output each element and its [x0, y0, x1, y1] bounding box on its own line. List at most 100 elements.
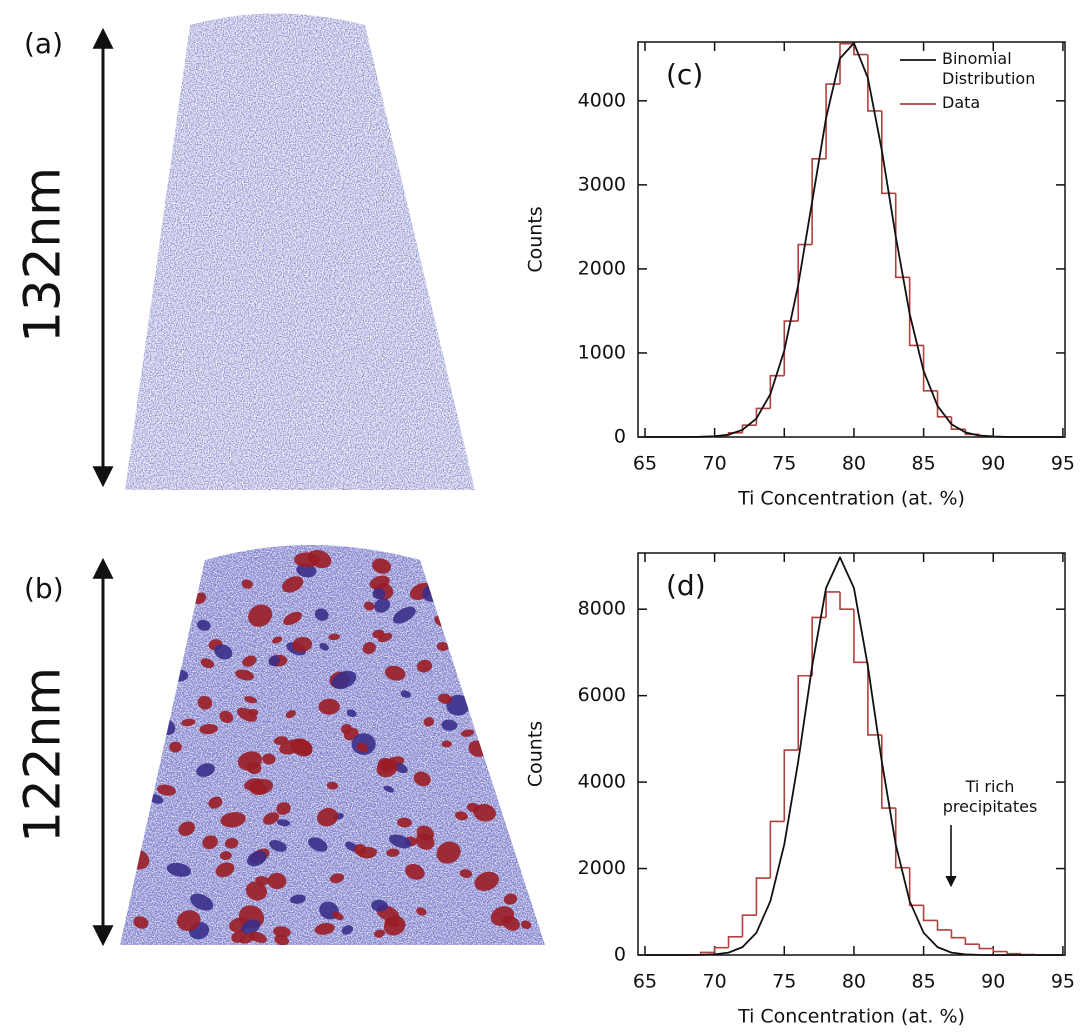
- precipitate: [372, 558, 392, 574]
- histogram-step: [950, 929, 966, 939]
- precipitate: [392, 606, 416, 624]
- histogram-step: [936, 390, 952, 418]
- precipitate: [386, 848, 400, 857]
- x-tick-label: 90: [981, 971, 1005, 993]
- precipitate: [133, 916, 149, 929]
- y-tick-label: 2000: [578, 857, 626, 879]
- y-tick-label: 8000: [578, 598, 626, 620]
- histogram-step: [1006, 951, 1022, 955]
- precipitate: [255, 876, 270, 886]
- histogram-step: [741, 914, 757, 937]
- precipitate: [202, 835, 218, 850]
- precipitate: [276, 802, 291, 815]
- precipitate: [290, 738, 313, 757]
- y-axis-label: Counts: [525, 721, 547, 787]
- precipitate: [520, 920, 532, 930]
- precipitate: [269, 839, 287, 852]
- precipitate: [328, 633, 341, 641]
- histogram-step: [922, 905, 938, 922]
- precipitate: [294, 552, 320, 568]
- precipitate: [376, 759, 398, 778]
- annotation: Ti rich precipitates: [942, 777, 1038, 816]
- precipitate: [241, 579, 253, 589]
- histogram-step: [727, 936, 743, 948]
- precipitate: [196, 763, 215, 777]
- precipitate: [317, 807, 338, 827]
- precipitate: [384, 665, 406, 681]
- legend-label: Binomial Distribution: [942, 49, 1036, 88]
- histogram-step: [936, 920, 952, 931]
- precipitate: [237, 751, 262, 771]
- precipitate: [181, 718, 196, 727]
- precipitate: [423, 717, 435, 727]
- histogram-step: [783, 320, 799, 376]
- x-tick-label: 75: [772, 971, 796, 993]
- histogram-step: [908, 867, 924, 907]
- precipitate: [441, 740, 452, 748]
- precipitate: [219, 851, 232, 861]
- precipitate: [446, 694, 470, 716]
- histogram-step: [811, 158, 827, 245]
- precipitate: [329, 873, 345, 884]
- histogram-step: [964, 937, 980, 945]
- precipitate: [363, 601, 375, 611]
- precipitate: [362, 641, 376, 655]
- y-tick-label: 0: [614, 426, 626, 448]
- precipitate: [247, 850, 267, 867]
- precipitate: [319, 642, 329, 651]
- precipitate: [267, 872, 287, 890]
- precipitate: [405, 863, 425, 880]
- precipitate: [460, 729, 475, 737]
- histogram-step: [713, 946, 729, 953]
- precipitate: [197, 619, 211, 631]
- precipitate: [215, 862, 235, 878]
- histogram-step: [769, 374, 785, 409]
- atom-map-a: [125, 13, 475, 490]
- precipitate: [224, 838, 239, 849]
- panel-label: (a): [24, 27, 63, 60]
- precipitate: [415, 833, 435, 850]
- histogram-step: [894, 193, 910, 279]
- precipitate: [166, 862, 192, 877]
- precipitate: [340, 724, 352, 734]
- precipitate: [502, 915, 520, 931]
- precipitate: [262, 753, 276, 765]
- x-tick-label: 65: [633, 453, 657, 475]
- x-axis-label: Ti Concentration (at. %): [737, 488, 965, 510]
- histogram-step: [783, 749, 799, 822]
- binomial-line: [644, 42, 1063, 438]
- precipitate: [281, 576, 304, 593]
- precipitate: [332, 911, 344, 921]
- x-tick-label: 95: [1051, 453, 1075, 475]
- precipitate: [231, 930, 246, 943]
- x-tick-label: 70: [703, 971, 727, 993]
- histogram-step: [755, 877, 771, 916]
- precipitate: [214, 644, 233, 660]
- x-tick-label: 85: [912, 453, 936, 475]
- precipitate: [416, 907, 427, 916]
- histogram-step: [797, 243, 813, 322]
- precipitate: [372, 588, 386, 600]
- y-tick-label: 0: [614, 944, 626, 966]
- scale-label: 122nm: [14, 667, 72, 843]
- precipitate: [273, 736, 288, 745]
- precipitate: [374, 598, 391, 613]
- precipitate: [308, 837, 328, 852]
- precipitate: [276, 819, 291, 827]
- precipitate: [290, 894, 306, 904]
- precipitate: [249, 931, 268, 943]
- precipitate: [383, 915, 406, 936]
- precipitate: [459, 869, 473, 878]
- precipitate: [318, 698, 340, 715]
- x-axis-label: Ti Concentration (at. %): [737, 1006, 965, 1028]
- histogram-step: [853, 43, 868, 56]
- precipitate: [268, 655, 281, 667]
- x-tick-label: 65: [633, 971, 657, 993]
- x-tick-label: 80: [842, 971, 866, 993]
- precipitate: [245, 881, 267, 901]
- x-tick-label: 70: [703, 453, 727, 475]
- precipitate: [436, 642, 449, 652]
- precipitate: [190, 893, 214, 911]
- histogram-step: [755, 407, 771, 426]
